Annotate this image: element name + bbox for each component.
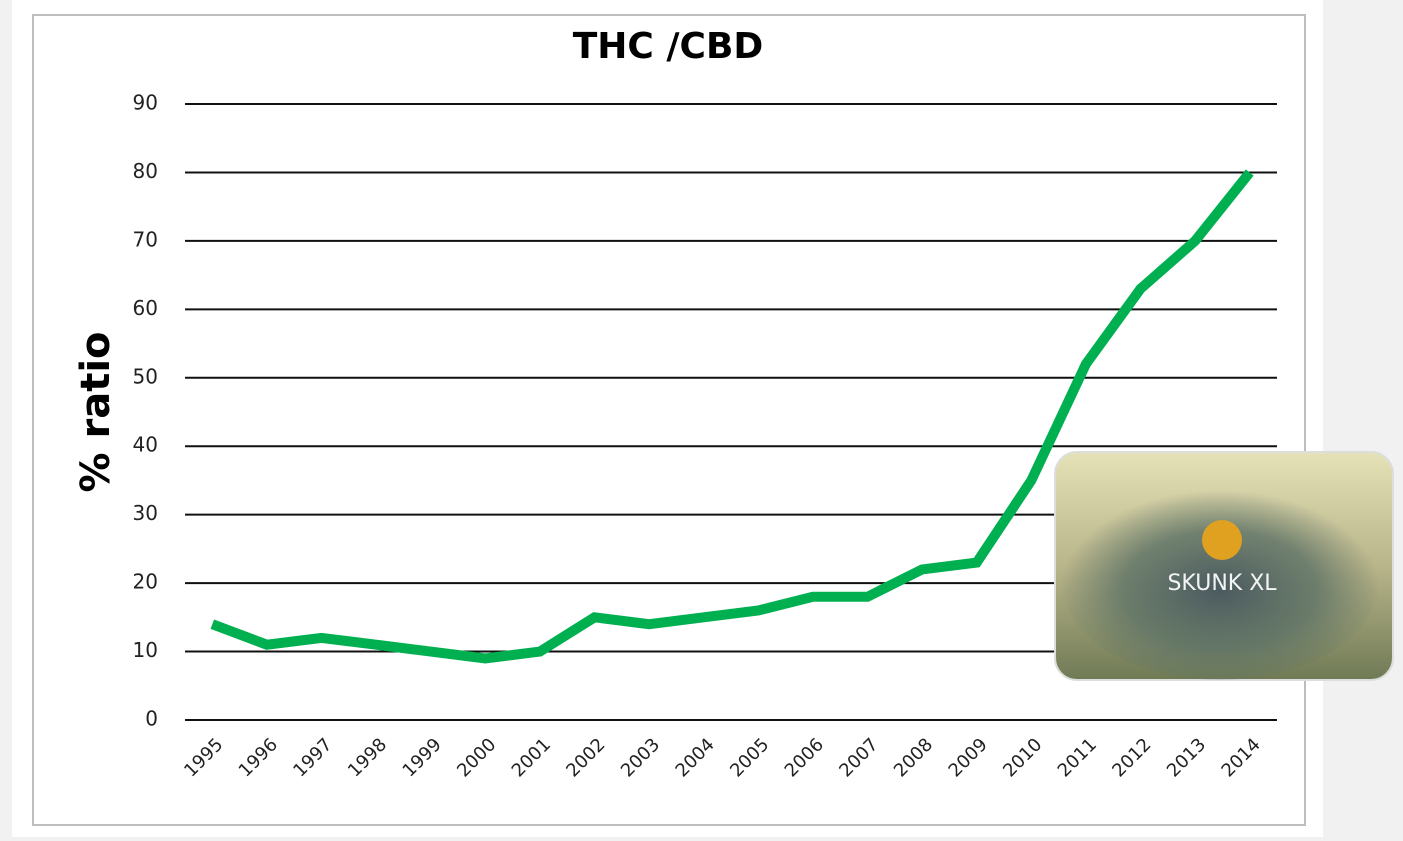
- y-tick-label: 30: [133, 501, 158, 525]
- y-tick-label: 0: [145, 707, 158, 731]
- y-tick-label: 50: [133, 364, 158, 388]
- y-tick-label: 70: [133, 227, 158, 251]
- y-tick-label: 60: [133, 296, 158, 320]
- chart-border: [32, 14, 1306, 826]
- photo-logo: [1202, 520, 1242, 560]
- data-line: [210, 169, 1254, 664]
- y-tick-label: 90: [133, 91, 158, 115]
- photo-caption: SKUNK XL: [1167, 571, 1277, 596]
- y-axis-label: % ratio: [73, 331, 119, 492]
- photo-inset: SKUNK XL: [1054, 451, 1394, 681]
- y-tick-label: 10: [133, 638, 158, 662]
- y-tick-label: 20: [133, 570, 158, 594]
- y-tick-label: 40: [133, 433, 158, 457]
- chart-title: THC /CBD: [573, 26, 764, 67]
- y-tick-label: 80: [133, 159, 158, 183]
- photo-plant: [1060, 480, 1380, 680]
